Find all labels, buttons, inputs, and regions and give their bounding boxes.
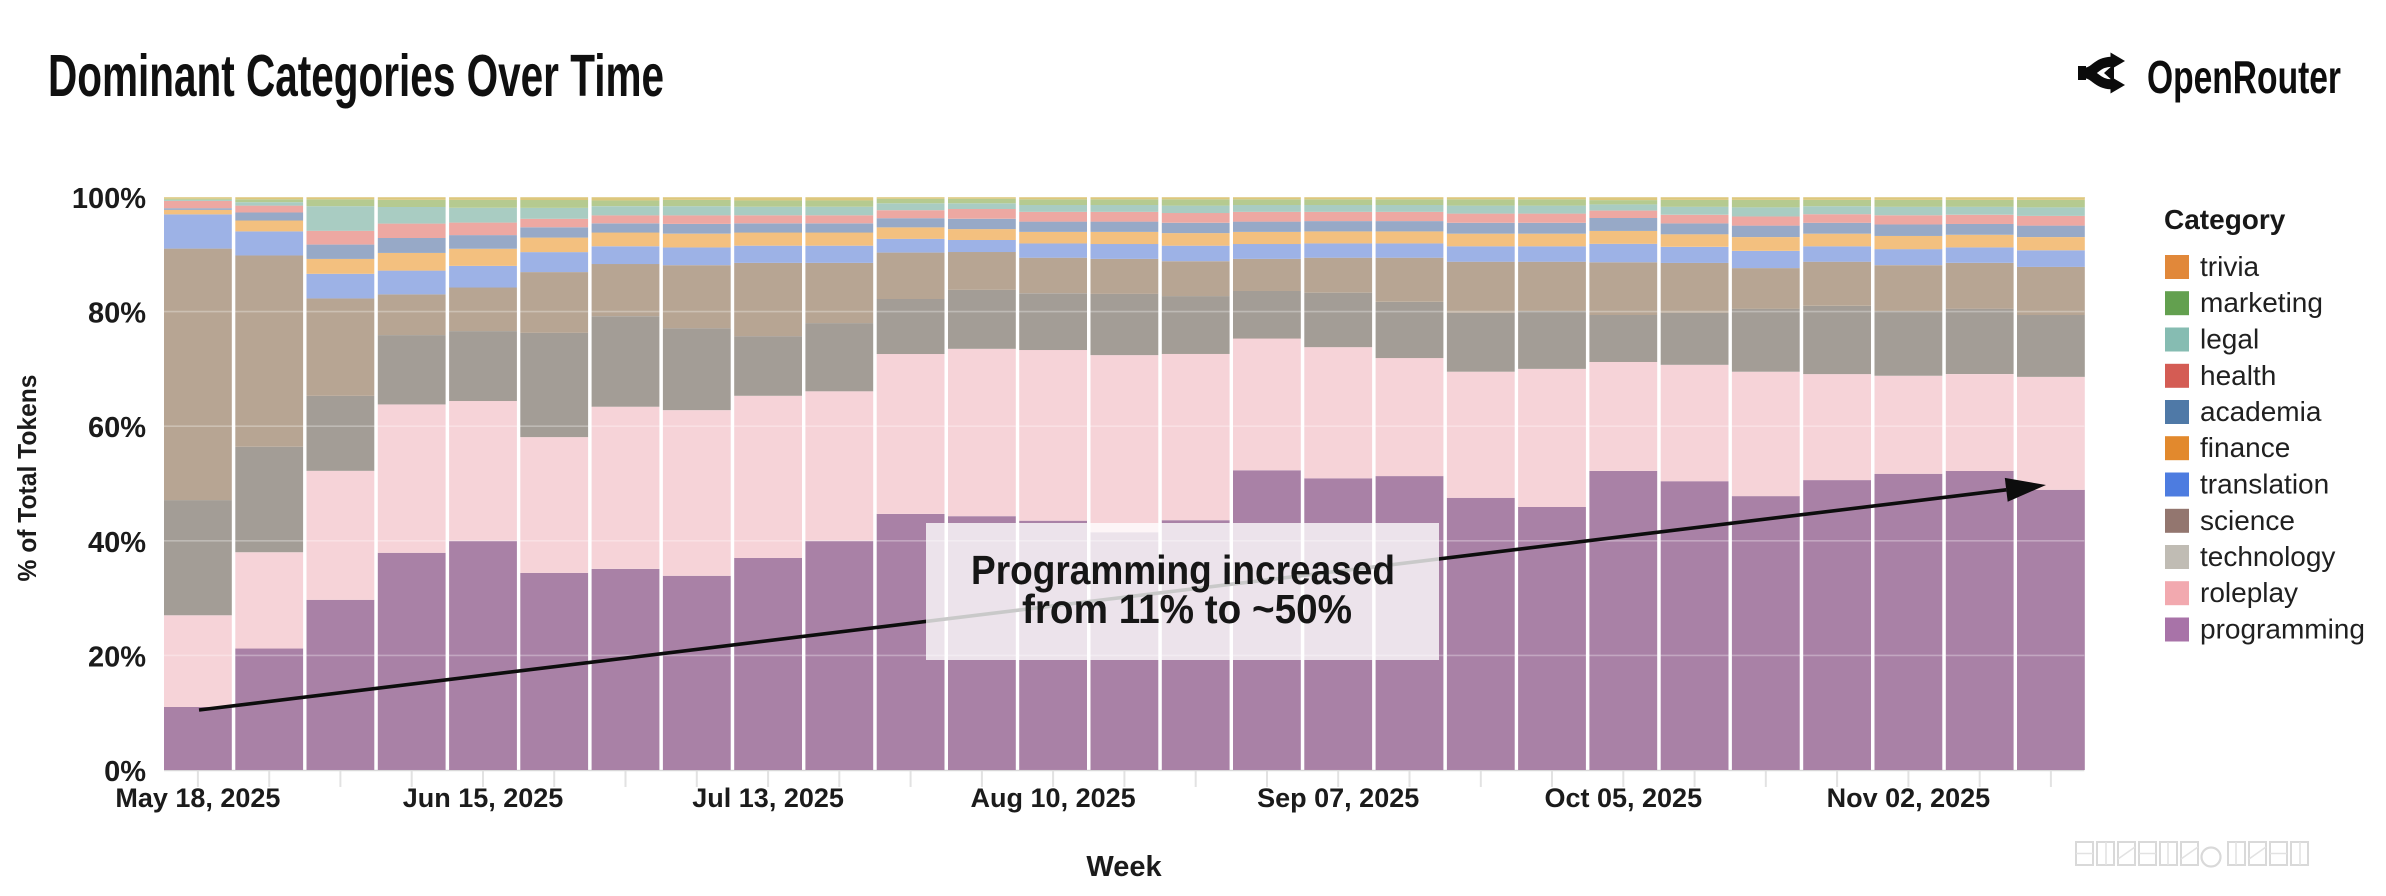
svg-text:Week: Week [1086,851,1162,883]
svg-text:academia: academia [2200,396,2322,427]
svg-text:programming: programming [2200,614,2365,645]
svg-text:60%: 60% [88,412,146,444]
svg-text:science: science [2200,505,2295,536]
svg-text:trivia: trivia [2200,251,2260,282]
svg-text:Category: Category [2164,204,2286,235]
svg-text:Aug 10, 2025: Aug 10, 2025 [971,783,1136,813]
svg-text:Sep 07, 2025: Sep 07, 2025 [1257,783,1419,813]
svg-text:roleplay: roleplay [2200,577,2298,608]
svg-text:Dominant Categories Over Time: Dominant Categories Over Time [48,43,664,109]
svg-text:Jul 13, 2025: Jul 13, 2025 [692,783,844,813]
svg-text:80%: 80% [88,298,146,330]
svg-text:from 11% to ~50%: from 11% to ~50% [1022,586,1352,632]
svg-text:health: health [2200,360,2276,391]
svg-text:100%: 100% [72,183,146,215]
svg-text:20%: 20% [88,641,146,673]
svg-text:translation: translation [2200,469,2329,500]
svg-text:Jun 15, 2025: Jun 15, 2025 [403,783,564,813]
svg-text:Oct 05, 2025: Oct 05, 2025 [1544,783,1702,813]
svg-text:finance: finance [2200,432,2290,463]
svg-text:Programming increased: Programming increased [971,547,1395,593]
svg-text:0%: 0% [104,756,146,788]
svg-text:technology: technology [2200,541,2335,572]
svg-text:May 18, 2025: May 18, 2025 [115,783,280,813]
svg-text:Nov 02, 2025: Nov 02, 2025 [1827,783,1991,813]
svg-text:marketing: marketing [2200,287,2323,318]
svg-text:% of Total Tokens: % of Total Tokens [12,375,42,582]
svg-text:legal: legal [2200,324,2259,355]
svg-text:40%: 40% [88,527,146,559]
svg-text:OpenRouter: OpenRouter [2147,51,2341,103]
